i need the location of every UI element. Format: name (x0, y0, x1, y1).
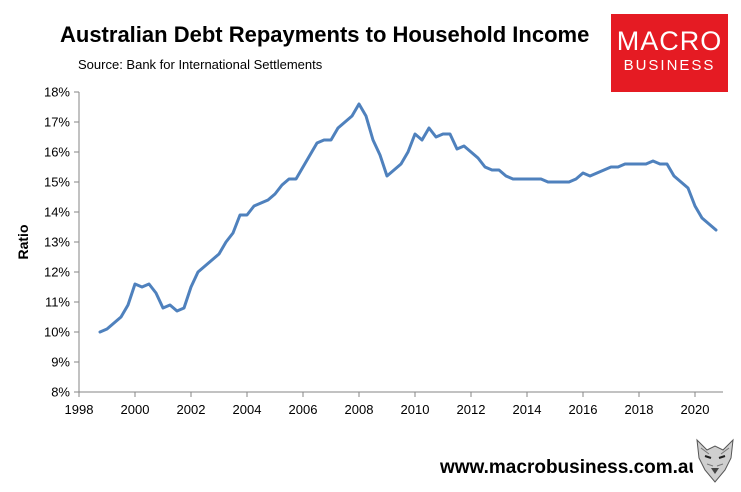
chart-title: Australian Debt Repayments to Household … (60, 22, 590, 47)
website-url[interactable]: www.macrobusiness.com.au (440, 457, 701, 478)
x-tick-label: 2010 (401, 402, 430, 417)
x-tick-label: 2006 (289, 402, 318, 417)
y-tick-label: 16% (44, 145, 70, 160)
x-tick-label: 2000 (121, 402, 150, 417)
y-tick-label: 12% (44, 265, 70, 280)
series-line (98, 102, 718, 334)
x-tick-label: 2012 (457, 402, 486, 417)
y-tick-label: 13% (44, 235, 70, 250)
x-tick-labels: 1998 2000 2002 2004 2006 2008 2010 2012 2014 2016… (65, 402, 710, 417)
logo-line-1: MACRO (616, 26, 723, 56)
y-tick-label: 9% (51, 355, 70, 370)
macrobusiness-logo: MACRO BUSINESS (611, 14, 728, 92)
y-tick-label: 8% (51, 385, 70, 400)
x-tick-label: 2016 (569, 402, 598, 417)
y-tick-label: 11% (45, 295, 70, 310)
x-tick-label: 2014 (513, 402, 542, 417)
x-tick-label: 2004 (233, 402, 262, 417)
logo-line-2: BUSINESS (623, 57, 716, 74)
y-tick-label: 17% (44, 115, 70, 130)
y-axis-label: Ratio (15, 225, 31, 260)
chart-subtitle: Source: Bank for International Settlemen… (78, 57, 323, 72)
y-tick-label: 10% (44, 325, 70, 340)
y-tick-label: 18% (44, 85, 70, 100)
x-tick-label: 2002 (177, 402, 206, 417)
x-tick-label: 2020 (681, 402, 710, 417)
y-tick-label: 14% (44, 205, 70, 220)
chart-axes (74, 91, 723, 397)
x-tick-label: 2008 (345, 402, 374, 417)
x-tick-label: 2018 (625, 402, 654, 417)
y-tick-labels: 8% 9% 10% 11% 12% 13% 14% 15% 16% 17% 18% (44, 85, 70, 400)
x-tick-label: 1998 (65, 402, 94, 417)
y-tick-label: 15% (44, 175, 70, 190)
wolf-mascot-icon (693, 436, 737, 484)
